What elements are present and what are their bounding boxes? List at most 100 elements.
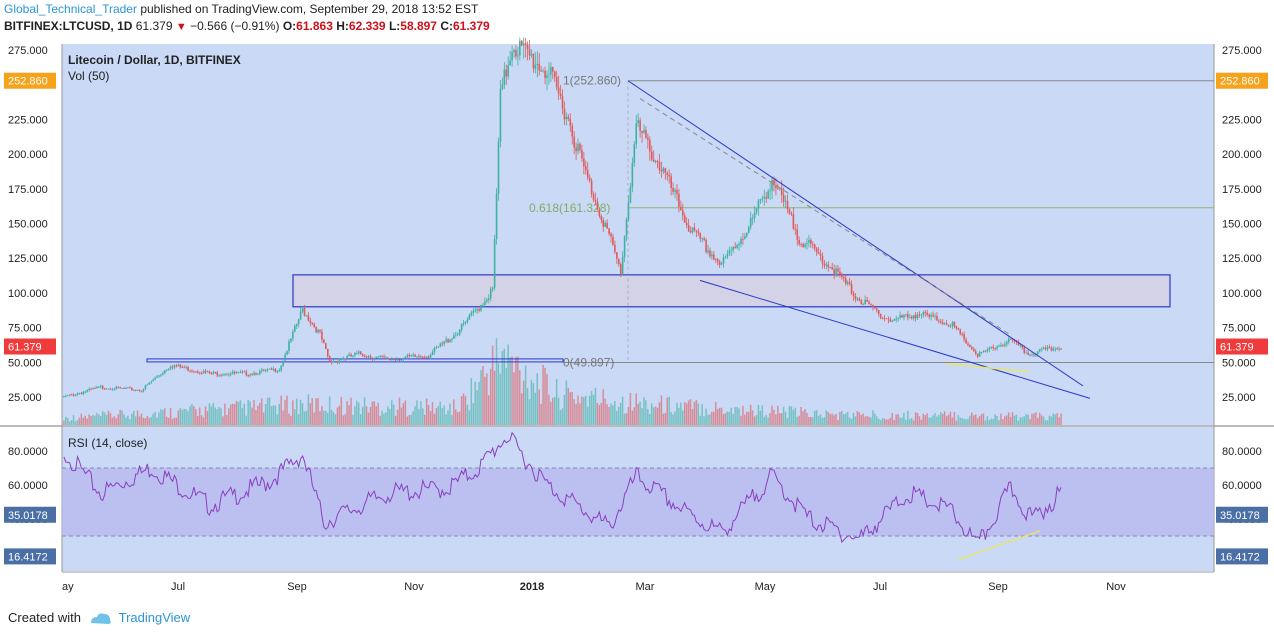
candle-body — [94, 388, 96, 390]
candle-body — [365, 357, 368, 358]
volume-bar — [286, 395, 288, 425]
volume-bar — [862, 413, 864, 425]
candle-body — [109, 388, 112, 390]
resistance-zone-box — [292, 274, 1171, 308]
volume-bar — [262, 412, 265, 425]
volume-bar — [561, 408, 564, 425]
candle-body — [713, 254, 715, 260]
candle-body — [687, 225, 690, 232]
candle-body — [214, 371, 217, 373]
chart-canvas[interactable]: 25.000 25.000 50.000 50.000 75.000 75.000 100.… — [0, 36, 1274, 604]
candle-body — [777, 187, 779, 189]
candle-body — [728, 250, 731, 254]
volume-bar — [654, 406, 657, 425]
candle-body — [239, 371, 242, 373]
tradingview-brand-link[interactable]: TradingView — [118, 610, 191, 625]
volume-bar — [1050, 416, 1053, 425]
candle-body — [177, 364, 180, 367]
candle-body — [474, 310, 477, 312]
volume-bar — [866, 416, 868, 425]
volume-bar — [367, 412, 370, 425]
volume-bar — [825, 410, 828, 425]
rsi-tag-1-right: 35.0178 — [1220, 510, 1260, 522]
candle-body — [815, 248, 818, 253]
candle-body — [414, 354, 416, 357]
low-value: 58.897 — [400, 19, 437, 33]
volume-bar — [1060, 413, 1062, 425]
candle-body — [489, 288, 492, 299]
volume-bar — [268, 397, 271, 425]
candle-body — [495, 193, 498, 239]
candle-body — [718, 261, 721, 265]
candle-body — [455, 334, 457, 336]
candle-body — [361, 354, 364, 356]
last-price-tag-right: 61.379 — [1220, 342, 1254, 354]
volume-bar — [994, 414, 996, 425]
volume-bar — [806, 412, 808, 425]
candle-body — [67, 395, 69, 397]
volume-bar — [1015, 414, 1018, 425]
candle-body — [462, 323, 465, 325]
volume-bar — [513, 372, 515, 425]
volume-bar — [522, 380, 525, 425]
candle-body — [402, 358, 405, 360]
volume-bar — [472, 403, 474, 425]
candle-body — [837, 268, 839, 272]
volume-bar — [94, 415, 96, 425]
candle-body — [453, 335, 455, 339]
candle-body — [705, 239, 707, 253]
candle-body — [410, 355, 412, 357]
volume-bar — [621, 396, 624, 425]
candle-body — [941, 322, 944, 325]
candle-body — [835, 268, 837, 276]
volume-bar — [540, 403, 542, 425]
volume-bar — [307, 394, 310, 425]
volume-bar — [986, 416, 989, 425]
volume-bar — [371, 401, 374, 425]
volume-bar — [175, 417, 178, 425]
candle-body — [658, 162, 661, 170]
rsi-tick-label-right: 80.0000 — [1222, 446, 1262, 458]
volume-bar — [445, 414, 447, 425]
volume-bar — [926, 413, 928, 425]
author-link[interactable]: Global_Technical_Trader — [4, 2, 137, 16]
candle-body — [505, 69, 508, 77]
volume-bar — [228, 408, 230, 425]
volume-bar — [412, 411, 414, 425]
volume-bar — [666, 397, 668, 425]
candle-body — [782, 194, 785, 202]
candle-body — [210, 373, 213, 374]
candle-body — [876, 308, 878, 311]
candle-body — [344, 358, 347, 360]
candle-body — [802, 243, 804, 247]
fib-top-tag-left: 252.860 — [8, 76, 48, 88]
candle-body — [369, 356, 372, 358]
volume-bar — [604, 398, 606, 425]
candle-body — [984, 350, 987, 352]
candle-body — [740, 238, 742, 244]
candle-body — [761, 198, 764, 200]
volume-bar — [480, 370, 482, 425]
volume-bar — [555, 379, 558, 425]
candle-body — [142, 388, 145, 392]
candle-body — [412, 354, 414, 356]
candle-body — [738, 243, 740, 246]
candle-body — [891, 320, 894, 322]
volume-bar — [829, 413, 831, 425]
candle-body — [98, 386, 100, 388]
candle-body — [1040, 348, 1043, 350]
volume-bar — [643, 397, 645, 425]
volume-bar — [129, 419, 131, 425]
candle-body — [936, 315, 938, 321]
volume-bar — [253, 400, 255, 425]
volume-bar — [542, 364, 544, 425]
candle-body — [241, 371, 244, 373]
candle-body — [113, 389, 116, 390]
candle-body — [532, 53, 535, 69]
volume-bar — [338, 405, 341, 425]
candle-body — [577, 143, 579, 152]
time-tick-label: Sep — [988, 581, 1008, 593]
candle-body — [734, 246, 736, 248]
volume-bar — [586, 406, 589, 425]
volume-bar — [142, 417, 145, 425]
